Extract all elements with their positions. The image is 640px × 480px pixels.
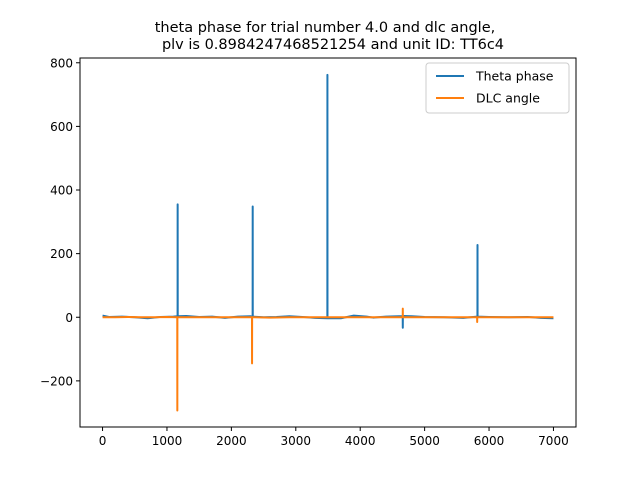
x-axis: 0 1000 2000 3000 4000 5000 6000 7000 <box>99 427 569 448</box>
y-axis: −200 0 200 400 600 800 <box>40 56 80 388</box>
x-tick-label: 1000 <box>152 434 183 448</box>
y-tick-label: −200 <box>40 374 73 388</box>
legend-label-2: DLC angle <box>476 91 540 106</box>
x-tick-label: 6000 <box>474 434 505 448</box>
legend-label-1: Theta phase <box>475 69 554 84</box>
chart-title-line-1: theta phase for trial number 4.0 and dlc… <box>155 20 496 36</box>
series-layer <box>102 73 554 412</box>
x-tick-label: 0 <box>99 434 107 448</box>
x-tick-label: 5000 <box>409 434 440 448</box>
y-tick-label: 200 <box>50 247 73 261</box>
x-tick-label: 4000 <box>345 434 376 448</box>
series-line-2 <box>102 307 554 412</box>
legend: Theta phase DLC angle <box>425 62 570 114</box>
y-tick-label: 600 <box>50 120 73 134</box>
chart-title-line-2: plv is 0.8984247468521254 and unit ID: T… <box>162 37 504 53</box>
x-tick-label: 3000 <box>281 434 312 448</box>
x-tick-label: 2000 <box>216 434 247 448</box>
plot-frame <box>79 57 577 428</box>
y-tick-label: 400 <box>50 184 73 198</box>
y-tick-label: 0 <box>65 311 73 325</box>
x-tick-label: 7000 <box>538 434 569 448</box>
y-tick-label: 800 <box>50 56 73 70</box>
